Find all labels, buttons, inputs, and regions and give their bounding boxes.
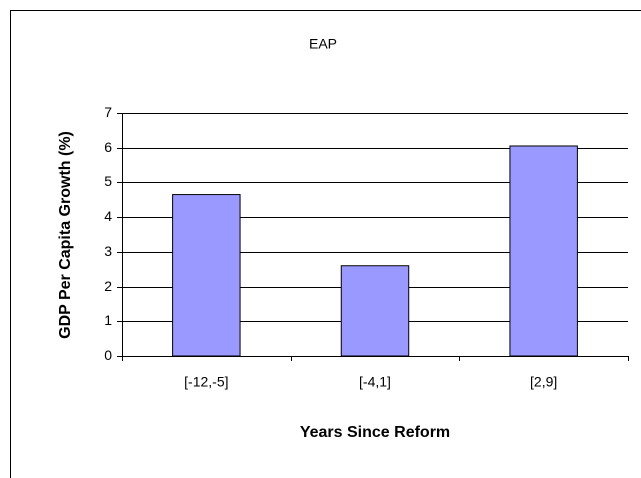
x-tick-label: [-12,-5] [184,374,228,390]
x-tick-label: [-4,1] [359,374,391,390]
y-tick-label: 5 [104,173,112,189]
bar [509,145,578,357]
y-tick-label: 1 [104,312,112,328]
chart-title: EAP [309,36,337,52]
x-tick-label: [2,9] [530,374,557,390]
y-tick-label: 4 [104,208,112,224]
bar [340,265,410,357]
y-tick-label: 7 [104,104,112,120]
y-tick-label: 3 [104,243,112,259]
y-tick-label: 6 [104,139,112,155]
bar [172,194,241,357]
y-tick-label: 2 [104,278,112,294]
y-axis-title: GDP Per Capita Growth (%) [57,131,74,339]
chart-frame [10,10,641,478]
x-axis-title: Years Since Reform [300,424,450,441]
y-tick-label: 0 [104,347,112,363]
